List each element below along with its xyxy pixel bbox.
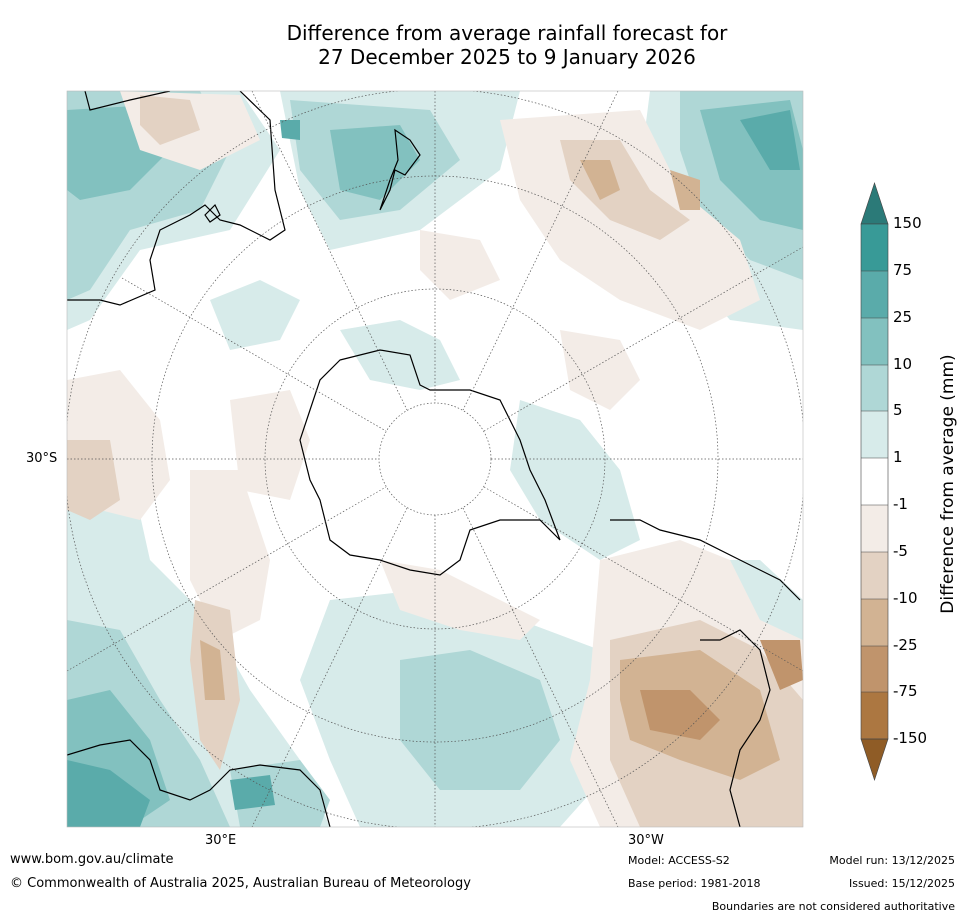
footer-model: Model: ACCESS-S2 [628,854,730,867]
footer-copyright: © Commonwealth of Australia 2025, Austra… [10,876,471,891]
colorbar-tick-label: -1 [893,495,908,513]
colorbar-bin-minus25-minus75 [861,646,888,692]
south-america-coast [610,519,801,827]
map-area [67,91,803,827]
colorbar-bin-minus1-minus5 [861,505,888,552]
colorbar-over-triangle [860,182,889,225]
footer-model-run: Model run: 13/12/2025 [829,854,955,867]
colorbar-title: Difference from average (mm) [938,354,958,614]
colorbar-bin-75-25 [861,271,888,318]
colorbar-tick-label: 5 [893,401,903,419]
colorbar-tick-label: -25 [893,636,918,654]
colorbar-tick-label: -75 [893,682,918,700]
colorbar-tick-label: -150 [893,729,928,747]
tasmania-coast [204,203,221,223]
footer-url[interactable]: www.bom.gov.au/climate [10,852,174,867]
colorbar-tick-label: -10 [893,589,918,607]
colorbar-bin-minus10-minus25 [861,599,888,646]
lon-label-30w: 30°W [628,833,664,848]
colorbar-tick-label: 150 [893,214,922,232]
colorbar-bin-minus5-minus10 [861,552,888,599]
anomaly-25-to-75 [67,110,800,827]
colorbar-outline [860,223,889,740]
map-frame [66,90,804,828]
lat-label-30s: 30°S [26,451,58,466]
anomaly-minus25-to-minus75 [640,640,803,740]
colorbar-tick-label: 25 [893,308,913,326]
footer-issued: Issued: 15/12/2025 [848,877,955,890]
antarctica-coast [299,349,561,576]
colorbar-bin-25-10 [861,318,888,365]
title-line-1: Difference from average rainfall forecas… [286,21,728,45]
title-line-2: 27 December 2025 to 9 January 2026 [318,45,696,69]
map-title: Difference from average rainfall forecas… [0,21,965,69]
footer-disclaimer: Boundaries are not considered authoritat… [711,900,955,913]
lon-label-30e: 30°E [205,833,237,848]
colorbar-bin-150-75 [861,224,888,271]
footer-base-period: Base period: 1981-2018 [628,877,761,890]
colorbar-bin-5-1 [861,411,888,458]
graticule [67,91,803,827]
coastlines [67,91,801,827]
new-zealand-coast [379,128,421,211]
colorbar [860,182,889,781]
colorbar-under-triangle [860,738,889,781]
colorbar-bin-minus75-minus150 [861,692,888,739]
africa-coast [67,739,331,827]
colorbar-bin-10-5 [861,365,888,411]
colorbar-ticks [861,270,888,693]
colorbar-tick-label: -5 [893,542,908,560]
australia-coast [67,91,286,306]
colorbar-tick-label: 1 [893,448,903,466]
colorbar-tick-label: 10 [893,355,913,373]
colorbar-tick-label: 75 [893,261,913,279]
colorbar-bin-1-minus1 [861,458,888,505]
